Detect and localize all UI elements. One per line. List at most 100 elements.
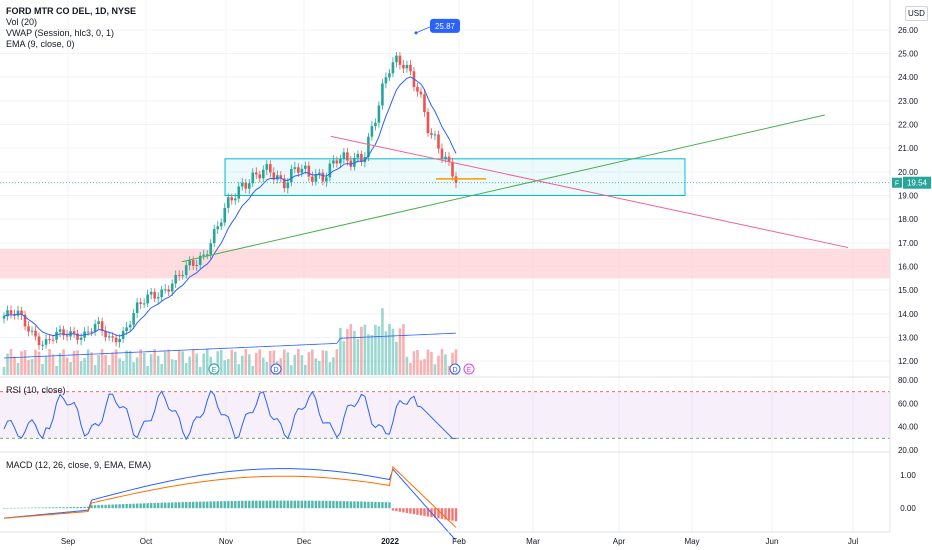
dividend-event-badge (449, 363, 461, 375)
macd-histogram-bar (325, 500, 328, 509)
rsi-tick-label: 80.00 (898, 376, 919, 385)
macd-histogram-bar (104, 504, 107, 509)
candle-body (125, 327, 128, 332)
volume-bar (142, 352, 146, 375)
candle-body (27, 326, 30, 332)
candle-body (55, 331, 58, 340)
macd-histogram-bar (62, 507, 65, 509)
candle-body (202, 254, 206, 256)
macd-histogram-bar (132, 503, 135, 509)
candle-body (230, 197, 234, 201)
volume-bar (283, 349, 286, 375)
macd-histogram-bar (6, 507, 9, 509)
candle-body (174, 274, 177, 284)
candle-body (97, 321, 100, 324)
price-tick-label: 19.00 (898, 192, 919, 201)
candle-body (58, 329, 62, 332)
candle-body (363, 157, 367, 163)
candle-body (426, 111, 430, 134)
macd-histogram-bar (209, 501, 212, 509)
macd-histogram-bar (76, 506, 79, 509)
volume-bar (293, 354, 297, 375)
macd-histogram-bar (395, 508, 398, 512)
macd-histogram-bar (248, 500, 251, 509)
volume-bar (83, 358, 86, 375)
volume-bar (454, 349, 458, 375)
candle-body (349, 160, 353, 167)
macd-histogram-bar (188, 501, 191, 509)
volume-ma-line (3, 332, 457, 359)
currency-label[interactable]: USD (905, 6, 928, 21)
candle-body (2, 316, 6, 319)
volume-bar (304, 364, 307, 375)
macd-histogram-bar (27, 507, 30, 509)
volume-bar (97, 354, 100, 375)
volume-bar (125, 350, 128, 375)
volume-bar (135, 357, 139, 375)
candle-body (9, 310, 13, 314)
candle-body (374, 122, 377, 127)
macd-histogram-bar (83, 506, 86, 509)
macd-histogram-bar (223, 501, 226, 509)
candle-body (118, 338, 121, 343)
candle-body (237, 186, 241, 199)
volume-bar (300, 355, 304, 375)
macd-histogram-bar (353, 501, 356, 509)
macd-line (3, 468, 457, 541)
price-tick-label: 14.00 (898, 310, 919, 319)
volume-bar (240, 355, 244, 375)
macd-histogram-bar (149, 503, 153, 509)
volume-bar (223, 360, 227, 375)
macd-histogram-bar (167, 502, 170, 509)
candle-body (107, 336, 111, 338)
volume-bar (258, 349, 262, 375)
candle-body (254, 172, 258, 175)
candle-body (451, 161, 454, 177)
rsi-line (3, 390, 456, 441)
candle-body (160, 289, 163, 298)
resistance-zone (0, 248, 890, 279)
candle-body (146, 294, 149, 304)
volume-bar (268, 350, 272, 375)
candle-body (205, 254, 209, 256)
volume-bar (188, 356, 192, 375)
macd-histogram-bar (367, 501, 370, 509)
candle-body (90, 331, 93, 333)
candle-body (65, 335, 69, 337)
volume-bar (353, 330, 356, 375)
volume-bar (86, 349, 90, 375)
volume-bar (219, 350, 223, 375)
macd-histogram-bar (55, 507, 58, 509)
volume-bar (55, 365, 58, 375)
candle-body (325, 177, 328, 182)
candle-body (423, 94, 426, 112)
macd-histogram-bar (34, 507, 37, 509)
rsi-tick-label: 20.00 (898, 446, 919, 455)
candle-body (444, 156, 447, 159)
candle-body (223, 207, 227, 223)
macd-histogram-bar (398, 508, 402, 512)
volume-bar (226, 359, 230, 375)
candle-body (261, 169, 265, 179)
candle-body (191, 260, 195, 266)
macd-histogram-bar (356, 501, 360, 509)
volume-bar (177, 349, 181, 375)
volume-bar (27, 360, 30, 375)
chart-legend: FORD MTR CO DEL, 1D, NYSE Vol (20) VWAP … (6, 6, 136, 50)
macd-histogram-bar (230, 501, 233, 509)
candle-body (276, 175, 279, 180)
volume-bars (2, 308, 458, 375)
candle-body (433, 134, 437, 136)
volume-bar (65, 357, 69, 375)
volume-bar (184, 363, 188, 375)
macd-histogram-bar (328, 500, 332, 509)
volume-bar (72, 350, 76, 375)
macd-histogram-bar (2, 508, 6, 509)
volume-bar (412, 351, 416, 375)
macd-histogram-bar (192, 501, 195, 509)
candle-body (244, 182, 248, 189)
macd-histogram-bar (97, 505, 100, 509)
macd-histogram-bar (447, 508, 451, 521)
macd-histogram-bar (388, 502, 391, 509)
